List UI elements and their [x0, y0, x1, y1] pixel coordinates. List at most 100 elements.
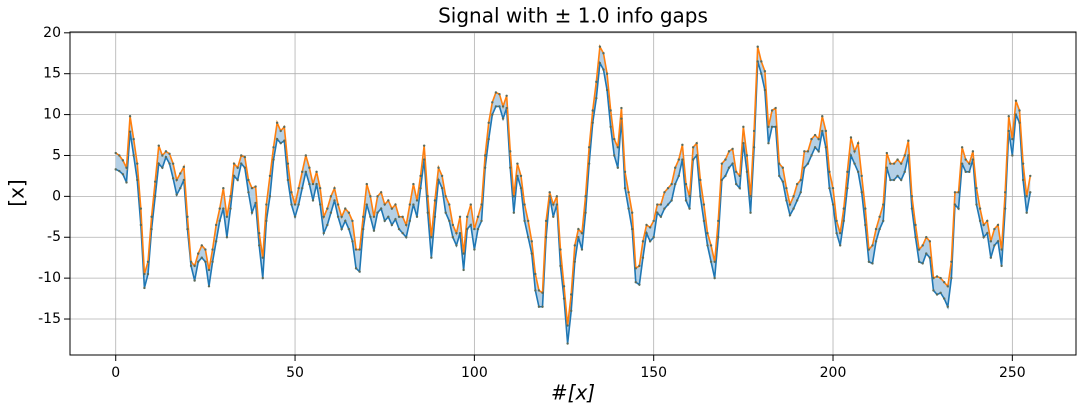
point — [627, 207, 630, 210]
y-tick-label: -10 — [38, 270, 61, 286]
point — [734, 170, 738, 174]
point — [917, 260, 921, 263]
point — [935, 275, 939, 278]
point — [437, 178, 440, 182]
point — [727, 166, 731, 169]
point — [964, 170, 967, 174]
point — [921, 262, 924, 265]
point — [347, 211, 351, 214]
point — [207, 268, 211, 272]
point — [247, 191, 250, 194]
point — [580, 231, 584, 235]
point — [914, 223, 917, 227]
point — [670, 182, 673, 186]
point — [731, 147, 734, 151]
point — [114, 151, 117, 155]
point — [562, 297, 566, 300]
point — [121, 159, 125, 162]
point — [408, 203, 412, 206]
point — [329, 195, 333, 198]
point — [889, 178, 892, 182]
point — [648, 240, 652, 243]
point — [218, 219, 221, 223]
point — [996, 240, 1000, 243]
point — [824, 146, 828, 149]
point — [738, 174, 741, 178]
point — [412, 182, 415, 186]
y-axis-label: [x] — [5, 179, 29, 206]
point — [738, 186, 741, 190]
point — [763, 88, 767, 92]
point — [125, 181, 128, 184]
point — [903, 170, 906, 174]
point — [717, 219, 720, 223]
point — [742, 142, 745, 145]
point — [193, 264, 196, 268]
point — [813, 133, 817, 137]
point — [699, 195, 702, 198]
point — [422, 158, 426, 161]
point — [925, 252, 928, 255]
point — [856, 170, 860, 174]
point — [867, 248, 871, 251]
point — [778, 174, 781, 178]
point — [171, 177, 175, 180]
point — [978, 207, 982, 210]
point — [146, 260, 150, 263]
point — [756, 60, 759, 63]
y-tick-label: -15 — [38, 311, 61, 327]
point — [770, 109, 774, 112]
point — [634, 281, 637, 284]
point — [996, 223, 1000, 227]
point — [519, 174, 523, 178]
point — [584, 195, 587, 198]
point — [896, 158, 899, 161]
point — [146, 272, 150, 276]
point — [207, 285, 211, 288]
point — [171, 162, 175, 165]
point — [290, 203, 293, 206]
point — [742, 125, 745, 129]
point — [587, 162, 591, 165]
point — [1029, 191, 1032, 194]
point — [935, 293, 939, 296]
point — [283, 125, 286, 129]
point — [788, 213, 792, 217]
point — [229, 195, 232, 198]
point — [570, 309, 573, 313]
point — [498, 92, 501, 96]
point — [128, 130, 132, 133]
point — [605, 72, 609, 75]
point — [813, 146, 817, 149]
point — [971, 150, 975, 153]
point — [501, 105, 505, 108]
x-tick-label: 150 — [640, 365, 667, 381]
point — [573, 260, 576, 263]
point — [914, 236, 917, 239]
point — [1011, 154, 1014, 157]
point — [817, 150, 820, 153]
point — [222, 186, 225, 190]
point — [419, 174, 422, 178]
point — [577, 227, 580, 231]
point — [580, 248, 584, 251]
point — [372, 215, 376, 219]
point — [397, 227, 401, 231]
point — [304, 154, 308, 157]
point — [225, 236, 229, 239]
point — [326, 223, 329, 227]
point — [197, 260, 200, 263]
point — [824, 129, 828, 133]
point — [286, 162, 290, 165]
point — [458, 231, 462, 235]
point — [186, 215, 189, 219]
point — [189, 264, 193, 268]
point — [817, 137, 820, 141]
point — [670, 199, 673, 202]
point — [519, 186, 523, 190]
point — [878, 227, 881, 231]
point — [666, 186, 670, 190]
point — [430, 236, 433, 239]
point — [232, 174, 236, 178]
point — [344, 207, 347, 210]
